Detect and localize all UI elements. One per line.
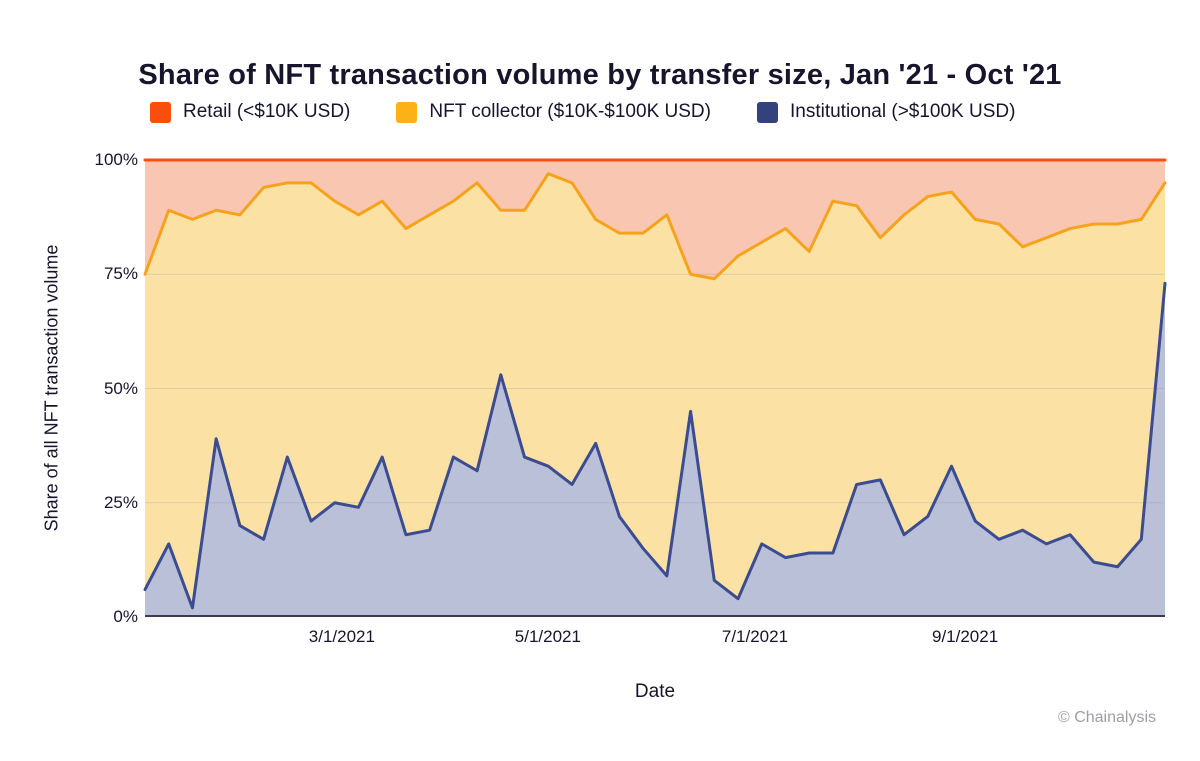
legend-swatch-icon: [150, 101, 171, 123]
legend-label: Retail (<$10K USD): [183, 101, 351, 122]
x-axis-title: Date: [634, 681, 676, 702]
legend-label: NFT collector ($10K-$100K USD): [429, 101, 711, 122]
x-tick-label: 5/1/2021: [514, 627, 581, 646]
legend-swatch-icon: [396, 101, 418, 123]
legend-item: Retail (<$10K USD): [150, 101, 350, 123]
y-tick-label: 75%: [103, 264, 138, 284]
y-tick-label: 50%: [103, 378, 138, 398]
legend-item: Institutional (>$100K USD): [756, 101, 1016, 123]
x-axis: 3/1/2021 5/1/2021 7/1/2021 9/1/2021: [145, 627, 1165, 651]
y-tick-label: 100%: [94, 150, 138, 169]
legend-label: Institutional (>$100K USD): [789, 101, 1016, 122]
legend: Retail (<$10K USD) NFT collector ($10K-$1…: [150, 101, 1015, 123]
area-retail: [145, 160, 1165, 279]
x-tick-label: 9/1/2021: [931, 627, 999, 646]
x-tick-label: 7/1/2021: [721, 627, 789, 646]
line-institutional: [143, 281, 1167, 610]
area-institutional: [145, 283, 1165, 617]
watermark: © Chainalysis: [1057, 709, 1156, 726]
x-tick-label: 3/1/2021: [308, 627, 375, 646]
legend-swatch-icon: [756, 101, 778, 123]
y-tick-label: 0%: [113, 607, 138, 626]
chart-svg: [143, 158, 1167, 617]
y-tick-label: 25%: [103, 492, 138, 512]
plot-area: [143, 158, 1167, 617]
line-nft-collector: [143, 172, 1167, 281]
area-nft-collector: [145, 173, 1165, 608]
y-axis: 0% 25% 50% 75% 100%: [40, 150, 138, 626]
legend-item: NFT collector ($10K-$100K USD): [396, 101, 711, 123]
chart-title: Share of NFT transaction volume by trans…: [138, 59, 1062, 92]
